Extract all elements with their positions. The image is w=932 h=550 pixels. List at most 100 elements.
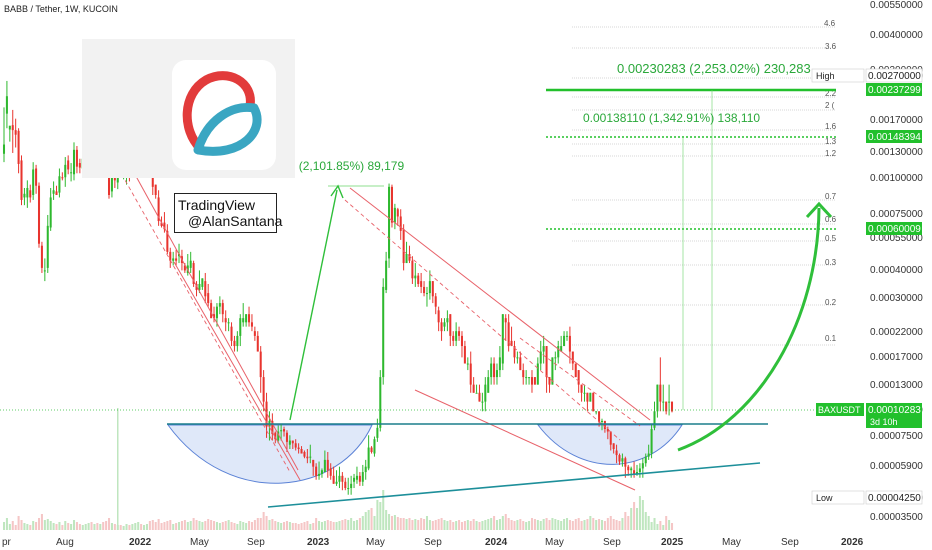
candle-body[interactable] [55,191,58,195]
candle-body[interactable] [78,163,81,168]
candle-body[interactable] [425,293,428,295]
candle-body[interactable] [420,281,423,287]
candle-body[interactable] [452,335,455,341]
candle-body[interactable] [396,209,399,217]
candle-body[interactable] [5,96,8,114]
candle-body[interactable] [490,363,493,378]
candle-body[interactable] [17,130,20,164]
candle-body[interactable] [414,275,417,279]
candle-body[interactable] [210,303,213,319]
candle-body[interactable] [329,468,332,476]
candle-body[interactable] [72,149,76,175]
candle-body[interactable] [175,258,178,261]
candle-body[interactable] [603,420,606,430]
candle-body[interactable] [172,258,175,261]
candle-body[interactable] [154,184,157,195]
candle-body[interactable] [213,314,216,319]
candle-body[interactable] [221,303,224,315]
candle-body[interactable] [347,488,350,490]
candle-body[interactable] [341,475,344,482]
candle-body[interactable] [571,351,574,364]
candle-body[interactable] [472,384,475,393]
candle-body[interactable] [318,473,321,476]
candle-body[interactable] [207,293,210,304]
candle-body[interactable] [26,187,29,198]
candle-body[interactable] [198,283,201,290]
candle-body[interactable] [43,270,46,272]
candle-body[interactable] [277,431,280,441]
candle-body[interactable] [458,331,461,336]
candle-body[interactable] [315,466,318,476]
candle-body[interactable] [160,222,163,226]
candle-body[interactable] [385,260,388,290]
candle-body[interactable] [201,278,204,287]
candle-body[interactable] [29,190,32,198]
candle-body[interactable] [466,363,469,365]
candle-body[interactable] [504,318,507,323]
candle-body[interactable] [166,230,169,252]
candle-body[interactable] [35,168,38,186]
candle-body[interactable] [516,357,519,359]
candle-body[interactable] [574,363,577,378]
candle-body[interactable] [215,306,218,319]
candle-body[interactable] [554,357,557,359]
candle-body[interactable] [335,481,338,484]
candle-body[interactable] [107,167,111,195]
candle-body[interactable] [399,216,402,231]
candle-body[interactable] [411,260,414,279]
candle-body[interactable] [288,440,291,445]
candle-body[interactable] [183,265,186,271]
candle-body[interactable] [641,463,644,469]
candle-body[interactable] [437,310,440,323]
candle-body[interactable] [227,322,230,324]
candle-body[interactable] [233,340,236,347]
candle-body[interactable] [495,370,498,378]
candle-body[interactable] [297,447,300,450]
candle-body[interactable] [189,260,192,268]
candle-body[interactable] [434,296,437,307]
candle-body[interactable] [560,346,563,352]
candle-body[interactable] [8,125,11,130]
candle-body[interactable] [606,429,609,432]
candle-body[interactable] [285,432,288,442]
candle-body[interactable] [274,432,277,440]
candle-body[interactable] [23,193,26,198]
candle-body[interactable] [443,322,446,327]
candle-body[interactable] [446,318,449,323]
candle-body[interactable] [2,144,6,154]
candle-body[interactable] [204,281,207,297]
candle-body[interactable] [390,186,393,223]
candle-body[interactable] [46,225,49,268]
candle-body[interactable] [647,453,650,457]
candle-body[interactable] [621,458,624,462]
candle-body[interactable] [650,429,653,454]
candle-body[interactable] [670,401,674,412]
candle-body[interactable] [536,363,539,385]
candle-body[interactable] [542,346,545,352]
candle-body[interactable] [525,377,528,379]
candle-body[interactable] [460,335,463,347]
candle-body[interactable] [545,346,548,378]
candle-body[interactable] [653,411,656,428]
candle-body[interactable] [344,481,347,489]
candle-body[interactable] [192,263,195,284]
candle-body[interactable] [449,314,452,336]
candle-body[interactable] [256,335,259,352]
candle-body[interactable] [271,420,274,434]
candle-body[interactable] [402,229,405,264]
candle-body[interactable] [530,377,534,385]
candle-body[interactable] [283,429,286,432]
candle-body[interactable] [242,318,245,323]
candle-body[interactable] [230,326,233,341]
candle-body[interactable] [487,377,490,393]
candle-body[interactable] [586,392,589,402]
candle-body[interactable] [493,363,496,378]
candle-body[interactable] [250,322,253,327]
candle-body[interactable] [379,377,382,428]
candle-body[interactable] [353,477,356,482]
candle-body[interactable] [557,346,560,358]
candle-body[interactable] [478,392,481,402]
candle-body[interactable] [580,384,583,393]
candle-body[interactable] [475,392,478,394]
candle-body[interactable] [598,411,601,423]
